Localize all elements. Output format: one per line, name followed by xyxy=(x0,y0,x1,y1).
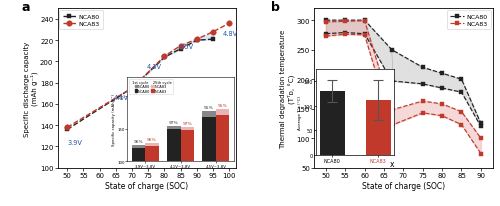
NCA80 xyxy=(342,20,348,22)
Text: 4.1V: 4.1V xyxy=(114,95,129,101)
Legend: NCA80, NCA83: NCA80, NCA83 xyxy=(447,11,490,30)
X-axis label: State of charge (SOC): State of charge (SOC) xyxy=(362,181,445,190)
NCA83 xyxy=(478,137,484,140)
NCA83 xyxy=(162,56,168,58)
NCA83 xyxy=(226,23,232,25)
NCA83 xyxy=(439,103,445,106)
Text: x: x xyxy=(390,159,394,168)
Text: 4.8V: 4.8V xyxy=(223,30,238,36)
Text: 4.5V: 4.5V xyxy=(178,44,194,50)
NCA83 xyxy=(458,111,464,113)
NCA83 xyxy=(323,22,329,24)
NCA80 xyxy=(420,67,426,69)
NCA83 xyxy=(388,109,394,112)
NCA80 xyxy=(323,20,329,22)
NCA83 xyxy=(420,100,426,103)
Text: 3.9V: 3.9V xyxy=(67,139,82,145)
NCA83 xyxy=(342,21,348,23)
NCA80 xyxy=(388,49,394,52)
NCA80 xyxy=(362,20,368,22)
NCA83 xyxy=(178,45,184,48)
NCA83 xyxy=(194,39,200,41)
NCA80 xyxy=(478,123,484,125)
Line: NCA80: NCA80 xyxy=(324,19,483,126)
NCA83 xyxy=(64,126,70,129)
Y-axis label: Thermal degradation temperature
(Tᵀᴅ, °C): Thermal degradation temperature (Tᵀᴅ, °C… xyxy=(280,29,295,148)
Legend: NCA80, NCA83: NCA80, NCA83 xyxy=(60,11,103,30)
NCA80 xyxy=(162,57,168,59)
NCA80 xyxy=(194,40,200,42)
Line: NCA80: NCA80 xyxy=(65,37,216,132)
Line: NCA83: NCA83 xyxy=(64,21,232,130)
NCA80 xyxy=(458,78,464,81)
X-axis label: State of charge (SOC): State of charge (SOC) xyxy=(105,181,188,190)
Text: a: a xyxy=(22,1,30,14)
NCA83 xyxy=(210,31,216,34)
NCA83 xyxy=(129,87,135,90)
NCA83 xyxy=(362,20,368,23)
NCA80 xyxy=(178,48,184,51)
Line: NCA83: NCA83 xyxy=(324,20,483,140)
Text: 4.3V: 4.3V xyxy=(146,63,161,69)
NCA80 xyxy=(439,73,445,75)
Text: b: b xyxy=(272,1,280,14)
NCA80 xyxy=(210,39,216,41)
Y-axis label: Specific discharge capacity
(mAh g⁻¹): Specific discharge capacity (mAh g⁻¹) xyxy=(24,41,38,136)
NCA80 xyxy=(129,87,135,90)
NCA80 xyxy=(64,129,70,131)
